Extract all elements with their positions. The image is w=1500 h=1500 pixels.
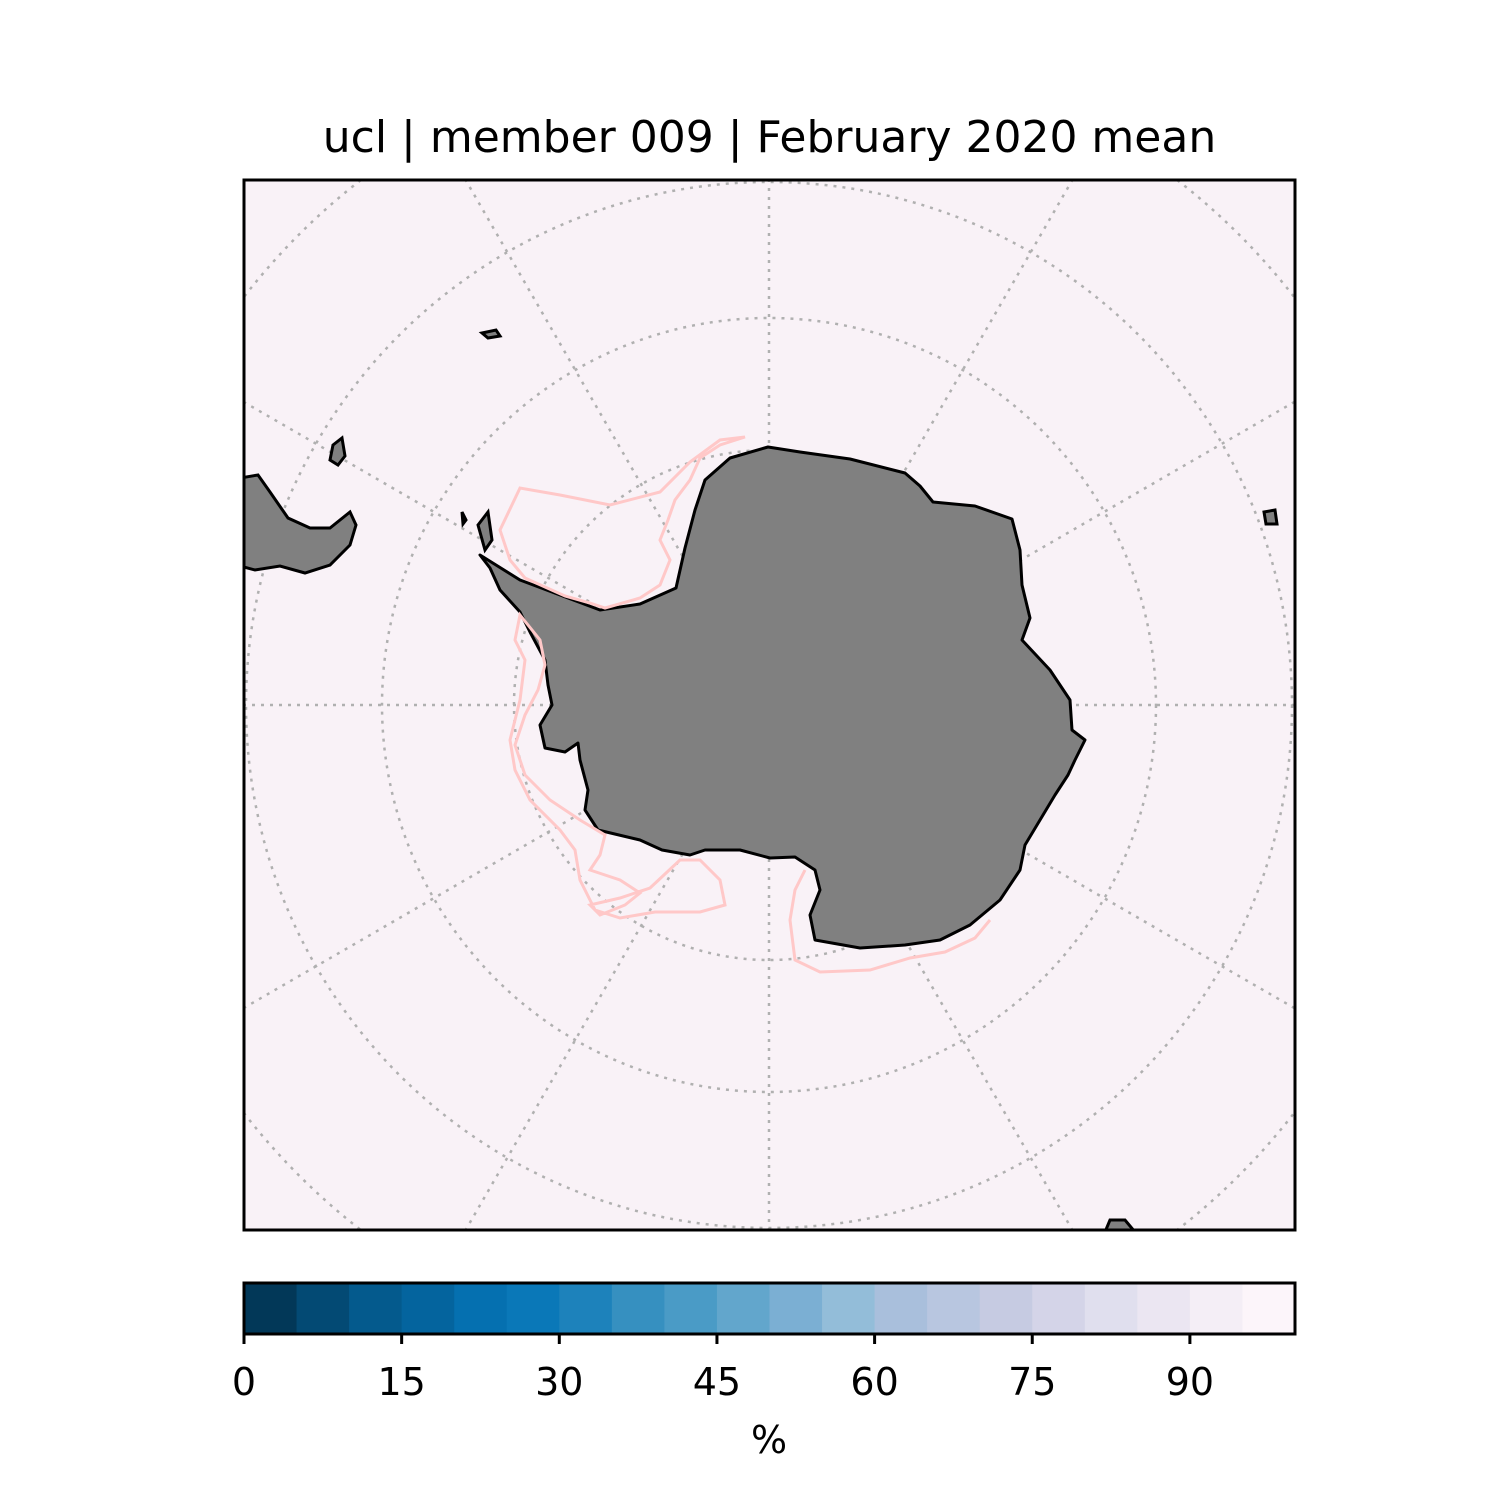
colorbar-bin: [822, 1283, 876, 1334]
meridian-line: [831, 180, 1074, 596]
colorbar-bin: [874, 1283, 928, 1334]
colorbar-bin: [1032, 1283, 1086, 1334]
kerguelen-island: [1262, 508, 1279, 526]
south-georgia-island: [328, 435, 347, 467]
falkland-islands: [478, 328, 503, 340]
meridian-line: [464, 814, 707, 1230]
plot-title: ucl | member 009 | February 2020 mean: [322, 112, 1217, 163]
colorbar-bin: [979, 1283, 1033, 1334]
colorbar-bin: [1137, 1283, 1191, 1334]
colorbar-bin: [1189, 1283, 1243, 1334]
colorbar-bin: [1242, 1283, 1296, 1334]
colorbar-bin: [454, 1283, 508, 1334]
meridian-line: [244, 766, 660, 1010]
colorbar-bin: [349, 1283, 403, 1334]
colorbar-tick-label: 30: [535, 1360, 584, 1404]
map-frame: [242, 178, 1297, 1232]
sea-ice-edge-contour: [498, 435, 746, 610]
colorbar-tick-label: 75: [1008, 1360, 1057, 1404]
colorbar-tick-label: 45: [692, 1360, 742, 1404]
colorbar-frame: [242, 1281, 1297, 1336]
colorbar-bins: [244, 1283, 1296, 1334]
colorbar-bin: [769, 1283, 823, 1334]
colorbar-bin: [401, 1283, 455, 1334]
latitude-circle: [380, 316, 1158, 1094]
colorbar-tickmarks: [242, 1334, 1192, 1344]
meridian-line: [244, 400, 660, 644]
colorbar-tick-label: 90: [1165, 1360, 1215, 1404]
colorbar-bin: [664, 1283, 718, 1334]
south-america-land: [244, 473, 358, 575]
colorbar-bin: [611, 1283, 665, 1334]
sea-ice-edge-contour: [788, 869, 992, 974]
colorbar-bin: [1084, 1283, 1138, 1334]
colorbar-bin: [559, 1283, 613, 1334]
antarctica-land: [478, 445, 1087, 950]
colorbar-label: %: [750, 1418, 788, 1462]
colorbar-bin: [716, 1283, 770, 1334]
colorbar-bin: [244, 1283, 298, 1334]
colorbar-bin: [296, 1283, 350, 1334]
colorbar-tick-label: 15: [377, 1360, 426, 1404]
island: [476, 508, 494, 554]
meridian-line: [464, 180, 707, 596]
colorbar-tick-label: 60: [850, 1360, 899, 1404]
island: [460, 511, 468, 529]
colorbar-bin: [506, 1283, 560, 1334]
colorbar-tick-label: 0: [231, 1360, 257, 1404]
new-zealand-tip: [1104, 1218, 1136, 1230]
sea-ice-edge-contour: [508, 611, 727, 920]
colorbar-bin: [927, 1283, 981, 1334]
